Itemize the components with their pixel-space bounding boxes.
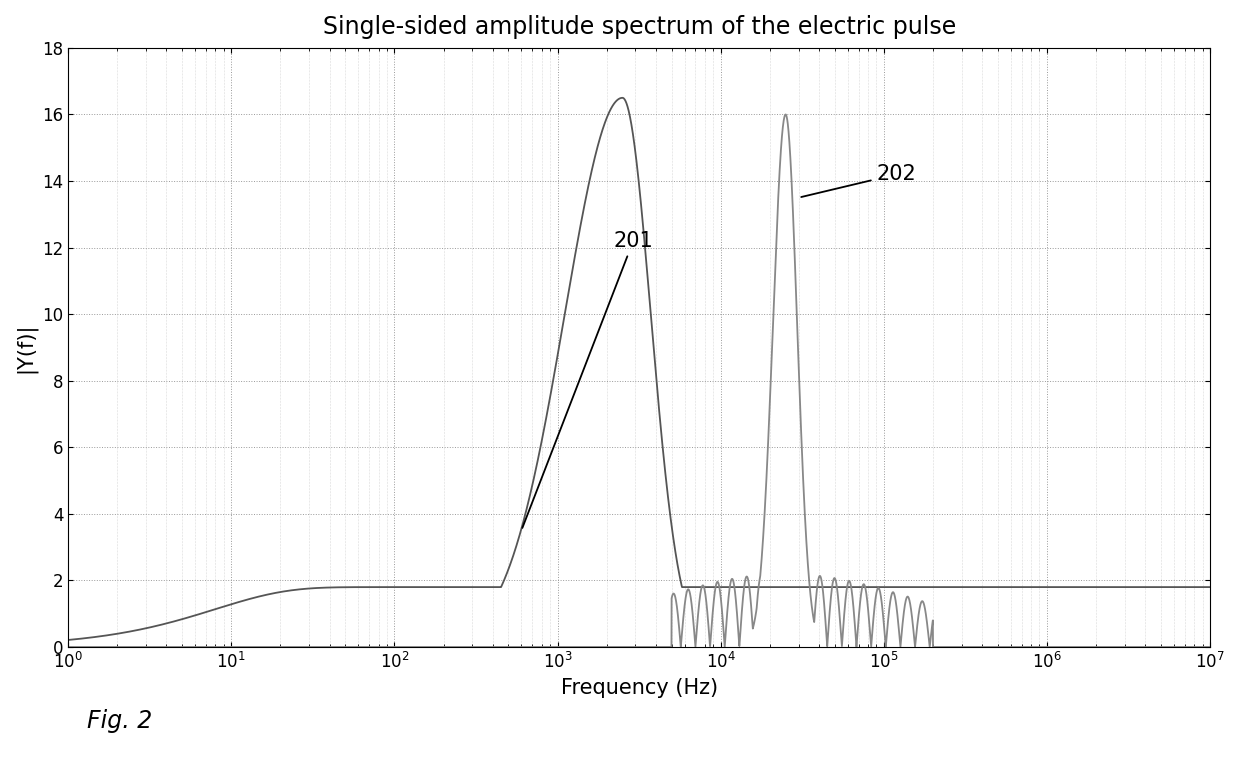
Y-axis label: |Y(f)|: |Y(f)| (15, 322, 36, 373)
Text: 201: 201 (522, 231, 653, 528)
Title: Single-sided amplitude spectrum of the electric pulse: Single-sided amplitude spectrum of the e… (322, 15, 956, 39)
Text: Fig. 2: Fig. 2 (87, 709, 153, 733)
Text: 202: 202 (801, 164, 916, 197)
X-axis label: Frequency (Hz): Frequency (Hz) (560, 678, 718, 697)
